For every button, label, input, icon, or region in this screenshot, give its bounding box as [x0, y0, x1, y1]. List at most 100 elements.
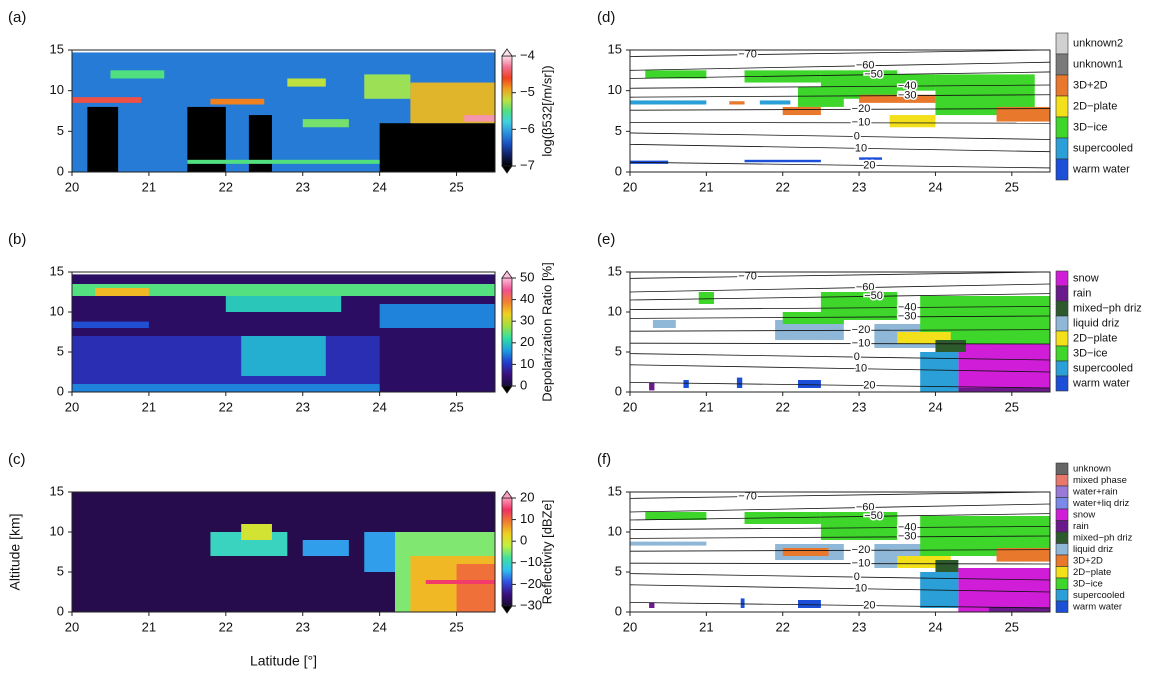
data-cell — [110, 70, 165, 79]
plot-frame — [629, 271, 1051, 393]
isotherm — [630, 71, 1050, 79]
isotherm — [630, 50, 1050, 57]
y-tick-label: 0 — [615, 603, 622, 618]
isotherm-label: −20 — [852, 544, 871, 556]
legend-swatch — [1055, 474, 1069, 487]
x-tick-label: 20 — [65, 619, 79, 634]
legend-swatch — [1055, 600, 1069, 613]
data-cell — [630, 100, 707, 105]
x-tick-label: 25 — [449, 619, 463, 634]
y-tick-label: 10 — [608, 523, 622, 538]
legend-label: 3D+2D — [1073, 79, 1108, 91]
colorbar — [501, 497, 513, 607]
legend-label: supercooled — [1073, 590, 1125, 601]
data-cell — [241, 524, 272, 540]
x-tick-label: 23 — [852, 619, 866, 634]
isotherm — [630, 503, 1050, 513]
legend-swatch — [1055, 375, 1069, 392]
colorbar — [501, 277, 513, 387]
x-tick-label: 25 — [1005, 619, 1019, 634]
isotherm — [630, 293, 1050, 301]
x-tick-label: 21 — [699, 399, 713, 414]
isotherm-label: −50 — [864, 290, 883, 302]
data-cell — [287, 78, 326, 87]
legend-label: rain — [1073, 287, 1091, 299]
legend-label: 2D−plate — [1073, 332, 1117, 344]
data-cell — [698, 292, 714, 304]
legend-label: 2D−plate — [1073, 100, 1117, 112]
legend-swatch — [1055, 566, 1069, 579]
legend-swatch — [1055, 300, 1069, 317]
legend-label: liquid driz — [1073, 317, 1119, 329]
isotherm-label: 0 — [854, 571, 860, 583]
isotherm — [630, 382, 1050, 389]
x-tick-label: 22 — [775, 399, 789, 414]
isotherm-label: 0 — [854, 351, 860, 363]
legend-label: snow — [1073, 509, 1095, 520]
isotherm-label: −70 — [738, 49, 757, 61]
data-cell — [645, 70, 707, 79]
colorbar-tick-label: −10 — [520, 554, 542, 569]
colorbar-tick-label: 20 — [520, 334, 534, 349]
colorbar-tick-label: −5 — [520, 84, 535, 99]
data-cell — [736, 377, 743, 388]
legend-label: 3D+2D — [1073, 555, 1103, 566]
x-tick-label: 25 — [1005, 399, 1019, 414]
isotherm-label: −20 — [852, 103, 871, 115]
isotherm — [630, 61, 1050, 71]
y-tick-label: 5 — [615, 563, 622, 578]
data-cell — [72, 97, 142, 103]
data-cell — [729, 101, 745, 105]
data-cell — [302, 119, 349, 128]
colorbar-tick-label: 10 — [520, 511, 534, 526]
legend-label: mixed−ph driz — [1073, 302, 1142, 314]
y-tick-label: 0 — [57, 603, 64, 618]
data-cell — [464, 115, 495, 122]
isotherm — [630, 602, 1050, 609]
legend-swatch — [1055, 508, 1069, 521]
legend-label: supercooled — [1073, 142, 1133, 154]
legend-label: water+rain — [1072, 486, 1118, 497]
data-cell — [744, 159, 821, 163]
y-tick-label: 10 — [50, 303, 64, 318]
legend-label: unknown1 — [1073, 58, 1123, 70]
x-tick-label: 25 — [449, 179, 463, 194]
isotherm — [630, 132, 1050, 140]
colorbar-tick-label: −20 — [520, 576, 542, 591]
panel-label: (b) — [8, 231, 26, 248]
legend-swatch — [1055, 543, 1069, 556]
legend-label: warm water — [1072, 601, 1122, 612]
isotherm — [630, 94, 1050, 98]
legend-swatch — [1055, 315, 1069, 332]
isotherm-label: −30 — [898, 311, 917, 323]
legend-swatch — [1055, 137, 1069, 160]
isotherm — [630, 573, 1050, 581]
isotherm-label: −10 — [852, 117, 871, 129]
colorbar-tick-label: 0 — [520, 377, 527, 392]
legend-label: mixed phase — [1073, 475, 1127, 486]
colorbar-tick-label: 0 — [520, 533, 527, 548]
x-tick-label: 22 — [775, 619, 789, 634]
data-cell — [652, 320, 676, 328]
colorbar-tick-label: 40 — [520, 291, 534, 306]
data-cell — [798, 380, 821, 388]
x-tick-label: 22 — [219, 179, 233, 194]
data-cell — [72, 336, 380, 392]
plot-area — [72, 52, 495, 172]
colorbar-tick-label: 10 — [520, 356, 534, 371]
isotherm-label: 20 — [863, 379, 875, 391]
y-tick-label: 0 — [615, 383, 622, 398]
isotherm — [630, 584, 1050, 593]
data-cell — [988, 607, 1050, 612]
panel: (a) 20 21 22 23 24 25 0 5 10 15 −4 −5 −6 −7 log(β532[/m… — [8, 9, 554, 194]
colorbar-tick-label: 50 — [520, 269, 534, 284]
legend-swatch — [1055, 462, 1069, 475]
panel: (b) 20 21 22 23 24 25 0 5 10 15 50 40 30 20 10 0 Depolari… — [8, 231, 554, 414]
x-tick-label: 23 — [852, 179, 866, 194]
legend-label: unknown — [1073, 463, 1111, 474]
legend-label: warm water — [1072, 377, 1130, 389]
plot-area — [72, 274, 495, 392]
isotherm-label: −30 — [898, 531, 917, 543]
isotherm-label: −20 — [852, 324, 871, 336]
